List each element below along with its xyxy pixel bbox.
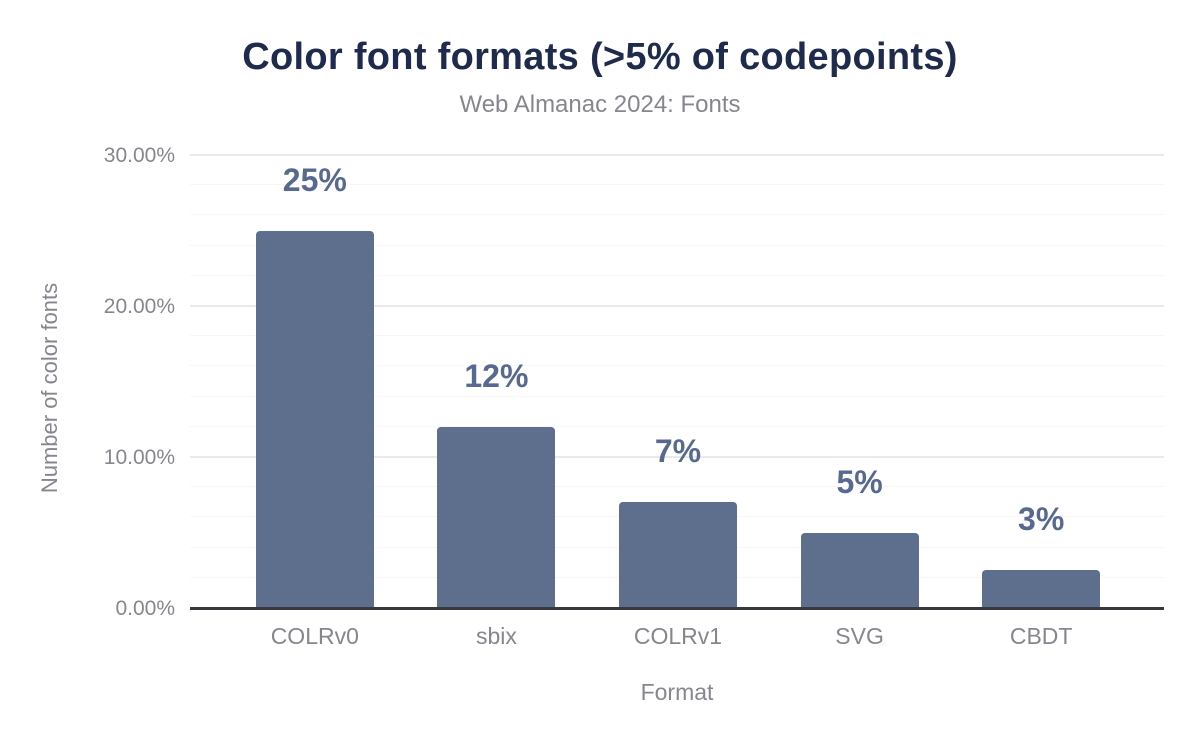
grid-line-minor [190,244,1164,246]
x-tick-label: COLRv0 [270,623,359,649]
bar-value-label: 12% [464,357,529,394]
bar-slot-colrv0: 25% COLRv0 [224,155,406,649]
plot-area: 25% COLRv0 12% sbix 7% COLRv1 5% SVG 3% CBDT [190,154,1164,649]
grid-line-minor [190,486,1164,488]
bar-value-label: 25% [282,161,347,198]
x-tick-label: sbix [475,623,517,649]
y-tick-label: 0.00% [115,597,175,620]
grid-line-minor [190,335,1164,337]
grid-line-minor [190,365,1164,367]
x-axis-baseline [190,607,1164,610]
x-axis-title: Format [640,679,714,705]
y-tick-label: 10.00% [103,446,175,469]
bar-cbdt [982,570,1101,608]
bar-slot-svg: 5% SVG [769,155,951,649]
grid-line-major [190,456,1164,458]
grid-line-minor [190,395,1164,397]
grid-line-major [190,305,1164,307]
grid-line-major [190,154,1164,156]
bar-colrv1 [618,502,737,608]
x-tick-label: CBDT [1009,623,1073,649]
grid-line-minor [190,274,1164,276]
bar-slot-sbix: 12% sbix [406,155,588,649]
bar-sbix [437,426,556,608]
bar-colrv0 [255,230,374,608]
x-tick-label: SVG [835,623,884,649]
chart-subtitle: Web Almanac 2024: Fonts [459,91,741,118]
y-axis-title: Number of color fonts [37,282,62,494]
grid-line-minor [190,184,1164,186]
y-tick-label: 30.00% [103,144,175,167]
bar-value-label: 3% [1018,501,1065,538]
bar-svg [800,532,919,608]
x-tick-label: COLRv1 [633,623,723,649]
chart-title: Color font formats (>5% of codepoints) [242,36,958,78]
grid-line-minor [190,425,1164,427]
bar-slot-colrv1: 7% COLRv1 [587,155,769,649]
bar-slot-cbdt: 3% CBDT [950,155,1132,649]
bars-layer: 25% COLRv0 12% sbix 7% COLRv1 5% SVG 3% CBDT [224,155,1132,649]
bar-value-label: 5% [836,463,883,500]
y-tick-label: 20.00% [103,295,175,318]
bar-value-label: 7% [654,433,702,470]
grid-line-minor [190,214,1164,216]
